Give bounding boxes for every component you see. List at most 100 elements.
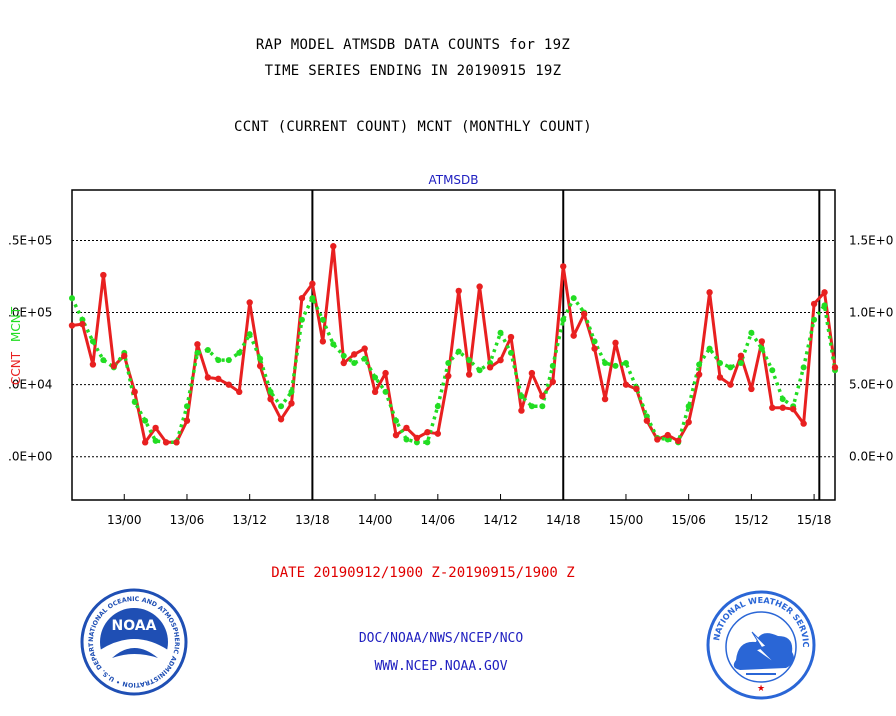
data-point-mcnt	[434, 403, 441, 410]
data-point-ccnt	[215, 375, 222, 383]
y2-tick-label: 0.0E+0	[849, 450, 893, 464]
y2-tick-label: 5.0E+0	[849, 378, 893, 392]
data-point-mcnt	[507, 349, 514, 356]
data-point-ccnt	[769, 404, 776, 411]
chart-title-line2: TIME SERIES ENDING IN 20190915 19Z	[264, 63, 562, 79]
plot-frame	[71, 189, 836, 501]
data-point-ccnt	[110, 362, 118, 370]
data-point-mcnt	[528, 403, 535, 410]
data-point-ccnt	[591, 345, 598, 352]
data-point-ccnt	[486, 364, 494, 371]
data-point-ccnt	[539, 392, 546, 400]
data-point-mcnt	[769, 367, 776, 374]
data-point-ccnt	[601, 395, 609, 403]
data-point-ccnt	[465, 371, 473, 378]
data-point-ccnt	[580, 310, 588, 318]
y-tick-label: .5E+05	[8, 233, 52, 247]
x-tick-label: 13/18	[295, 513, 330, 527]
data-point-ccnt	[121, 352, 128, 360]
x-tick-label: 14/06	[421, 513, 456, 527]
data-point-ccnt	[361, 345, 368, 352]
data-point-mcnt	[89, 338, 96, 345]
data-point-mcnt	[717, 360, 724, 367]
x-tick-label: 15/00	[609, 513, 644, 527]
x-tick-label: 15/12	[734, 513, 769, 527]
data-point-mcnt	[152, 437, 159, 444]
data-point-ccnt	[622, 381, 630, 388]
x-tick-label: 14/18	[546, 513, 581, 527]
x-tick-label: 13/12	[232, 513, 267, 527]
data-point-ccnt	[518, 407, 525, 414]
data-point-mcnt	[612, 362, 619, 369]
data-point-mcnt	[257, 355, 264, 362]
data-point-mcnt	[445, 360, 452, 367]
data-point-ccnt	[727, 381, 734, 388]
data-point-mcnt	[779, 396, 786, 403]
data-point-mcnt	[142, 417, 149, 424]
data-point-ccnt	[267, 395, 274, 403]
x-tick-label: 14/00	[358, 513, 393, 527]
chart-title-line3: CCNT (CURRENT COUNT) MCNT (MONTHLY COUNT…	[234, 119, 592, 135]
data-point-mcnt	[696, 361, 703, 368]
data-point-mcnt	[518, 393, 525, 400]
data-point-ccnt	[612, 339, 619, 347]
data-point-mcnt	[100, 357, 107, 364]
data-point-ccnt	[288, 400, 295, 407]
data-point-mcnt	[288, 388, 295, 395]
data-point-ccnt	[633, 385, 640, 393]
y-axis-label-mcnt: MCNT	[9, 306, 23, 342]
data-point-ccnt	[664, 431, 671, 439]
data-point-mcnt	[800, 364, 807, 371]
data-point-mcnt	[622, 360, 629, 367]
data-point-mcnt	[340, 352, 347, 359]
data-point-ccnt	[340, 359, 347, 367]
data-point-ccnt	[371, 388, 379, 396]
data-point-ccnt	[225, 381, 232, 388]
data-point-mcnt	[497, 329, 504, 336]
data-point-ccnt	[434, 430, 442, 437]
data-point-ccnt	[758, 338, 766, 345]
data-point-mcnt	[267, 388, 274, 395]
y-tick-label: .0E+00	[8, 450, 52, 464]
data-point-ccnt	[319, 338, 327, 345]
data-point-ccnt	[549, 378, 556, 385]
footer-website-link[interactable]: WWW.NCEP.NOAA.GOV	[374, 659, 508, 674]
data-point-ccnt	[277, 416, 285, 423]
data-point-ccnt	[497, 356, 504, 364]
data-point-ccnt	[748, 385, 755, 393]
data-point-mcnt	[549, 362, 556, 369]
y2-tick-label: 1.0E+0	[849, 306, 893, 320]
data-point-mcnt	[424, 439, 431, 446]
data-point-mcnt	[194, 349, 201, 356]
y-tick-label: .0E+04	[8, 378, 52, 392]
data-point-ccnt	[382, 369, 389, 377]
data-point-mcnt	[183, 403, 190, 410]
data-point-ccnt	[560, 263, 567, 270]
data-point-ccnt	[675, 437, 682, 445]
data-point-ccnt	[173, 439, 180, 446]
data-point-ccnt	[194, 341, 201, 348]
data-point-mcnt	[539, 403, 546, 410]
data-point-ccnt	[445, 372, 452, 380]
chart-title-line1: RAP MODEL ATMSDB DATA COUNTS for 19Z	[255, 37, 571, 53]
data-point-mcnt	[455, 348, 462, 355]
data-point-ccnt	[654, 436, 661, 443]
data-point-ccnt	[141, 439, 149, 446]
data-point-ccnt	[413, 434, 421, 442]
data-point-mcnt	[602, 360, 609, 367]
x-tick-label: 14/12	[483, 513, 518, 527]
data-point-mcnt	[131, 398, 138, 405]
data-point-mcnt	[236, 349, 243, 356]
data-point-ccnt	[256, 362, 264, 370]
data-point-ccnt	[162, 439, 170, 446]
data-point-mcnt	[351, 360, 358, 367]
data-point-ccnt	[528, 369, 536, 377]
y-axis-label-ccnt: CCNT	[9, 351, 23, 385]
data-point-mcnt	[560, 316, 567, 323]
data-point-ccnt	[643, 417, 651, 424]
series-line-ccnt	[71, 244, 837, 444]
y2-tick-label: 1.5E+0	[849, 233, 893, 247]
data-point-ccnt	[779, 404, 786, 411]
